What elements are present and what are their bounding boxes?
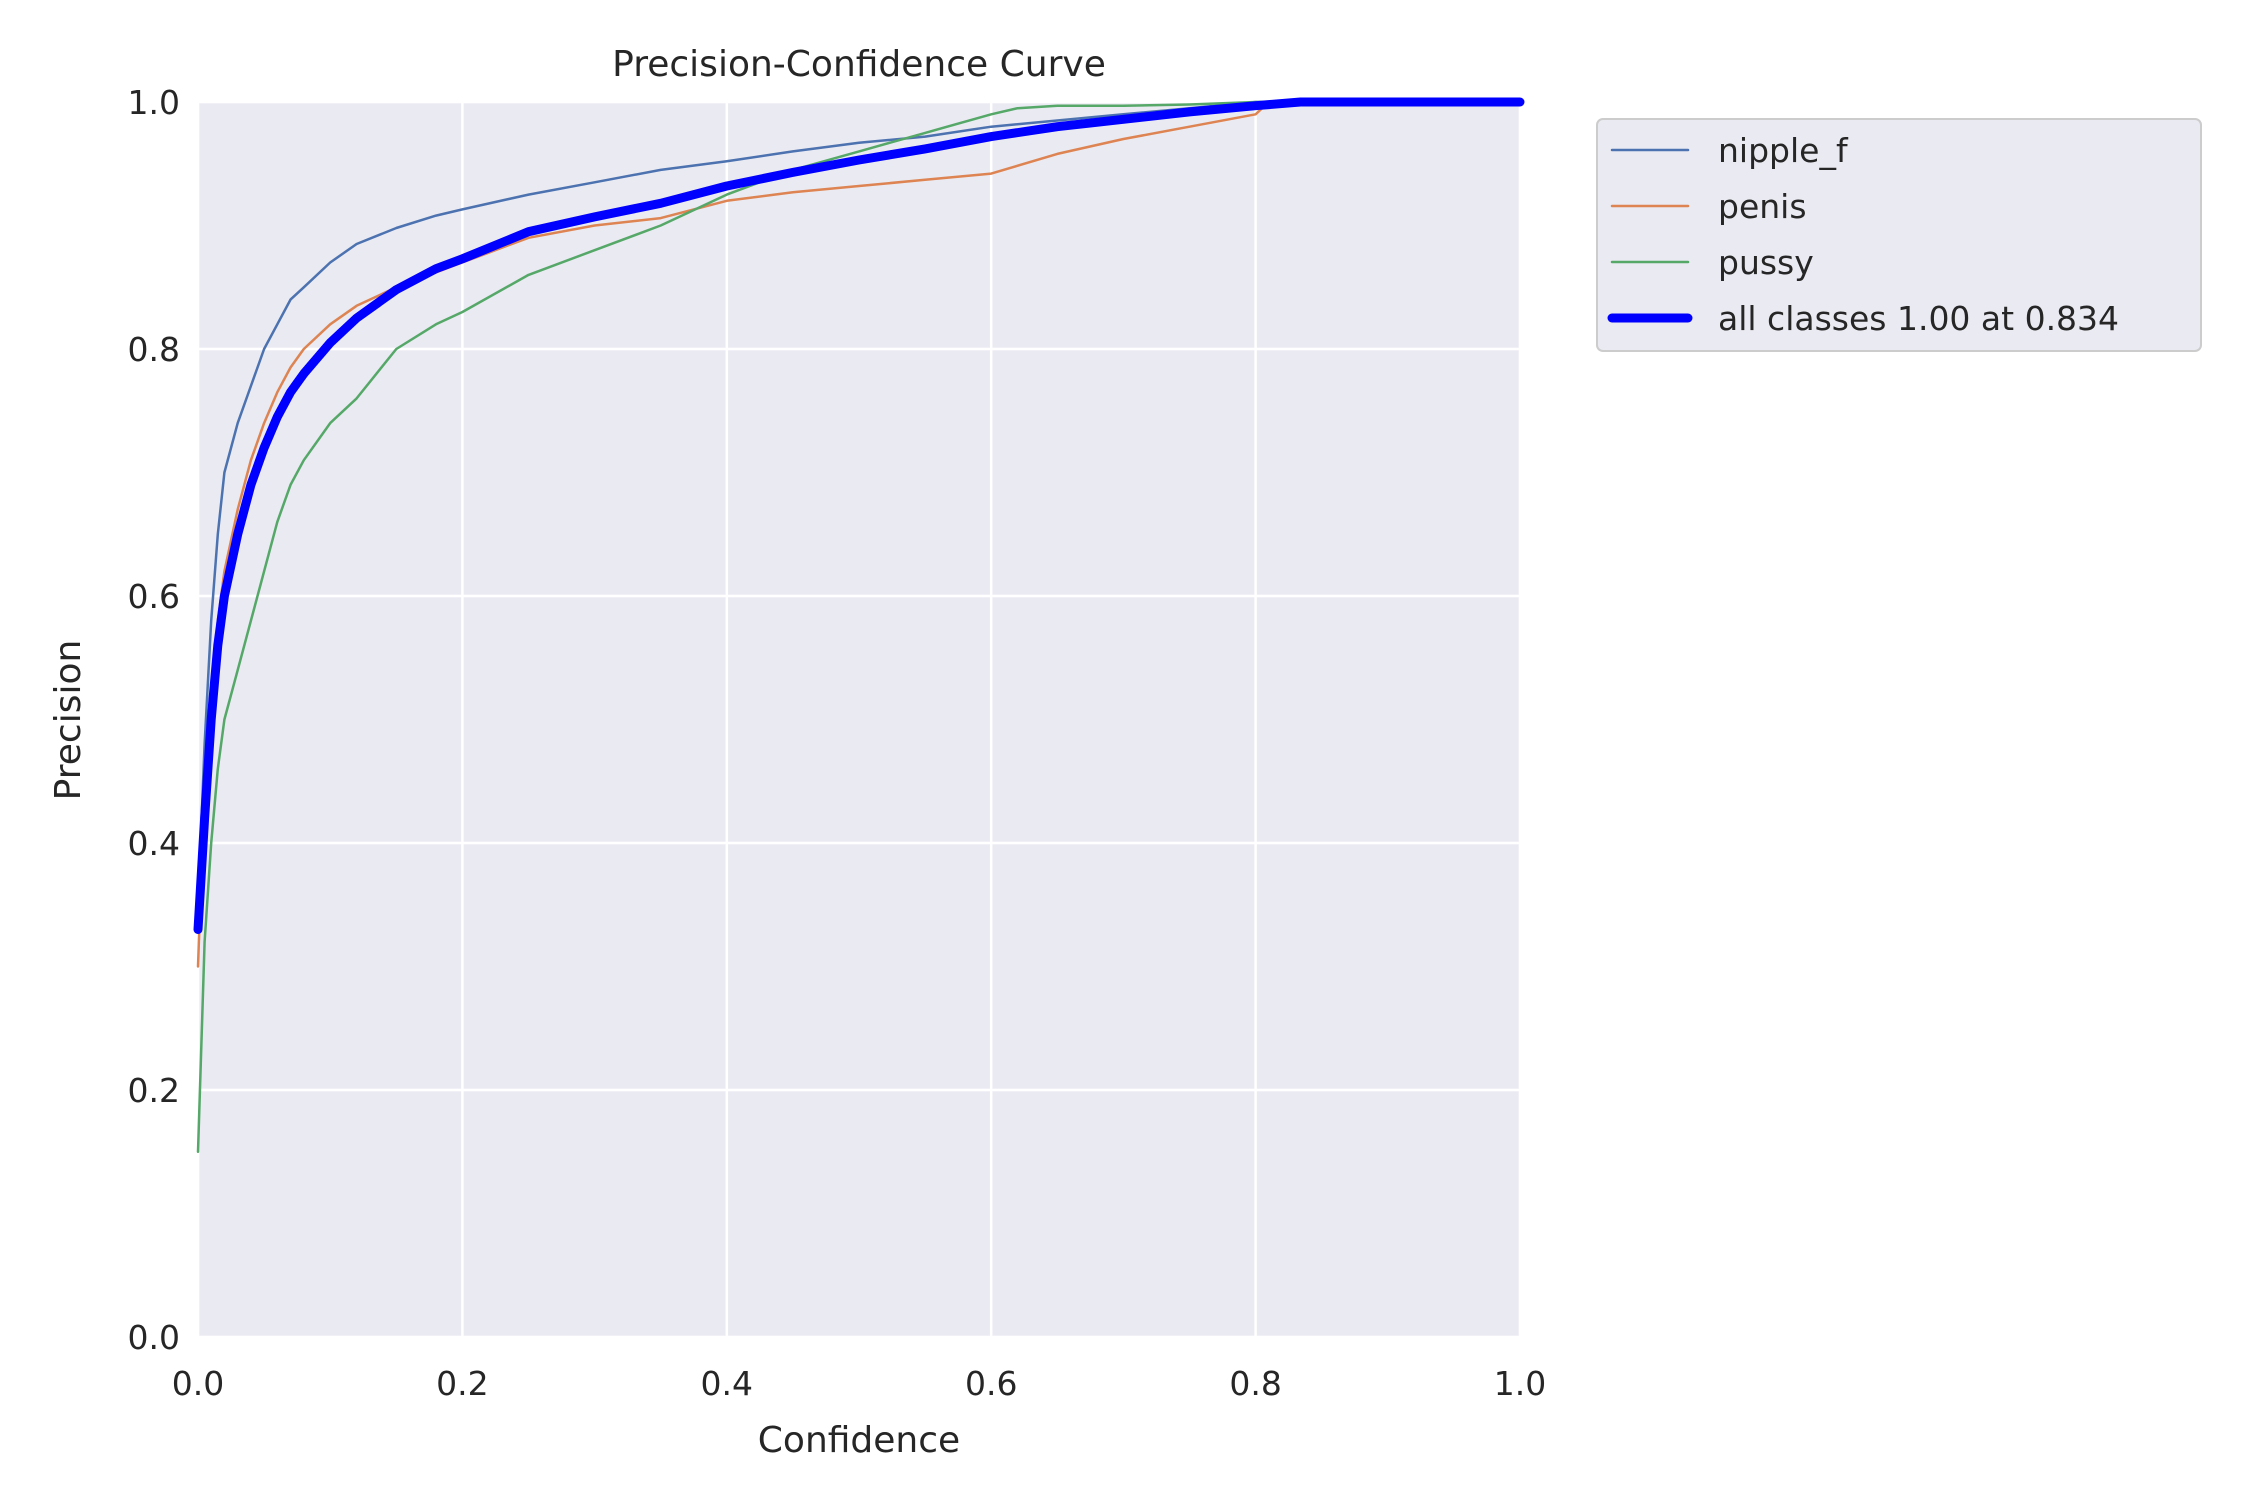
legend-label: pussy — [1718, 243, 1814, 282]
x-tick-labels: 0.0 0.2 0.4 0.6 0.8 1.0 — [172, 1364, 1546, 1403]
x-tick-label: 0.4 — [701, 1364, 753, 1403]
legend-label: penis — [1718, 187, 1807, 226]
x-tick-label: 1.0 — [1494, 1364, 1546, 1403]
legend-label: all classes 1.00 at 0.834 — [1718, 299, 2119, 338]
x-axis-label: Confidence — [758, 1420, 960, 1461]
series-layer — [193, 97, 1525, 1154]
y-axis-label: Precision — [48, 640, 89, 801]
plot-area — [198, 102, 1520, 1337]
y-tick-label: 0.0 — [128, 1318, 180, 1357]
x-tick-label: 0.0 — [172, 1364, 224, 1403]
x-tick-label: 0.6 — [965, 1364, 1017, 1403]
y-tick-label: 1.0 — [128, 83, 180, 122]
y-tick-labels: 0.0 0.2 0.4 0.6 0.8 1.0 — [128, 83, 180, 1357]
y-tick-label: 0.6 — [128, 577, 180, 616]
chart-title: Precision-Confidence Curve — [612, 44, 1106, 85]
grid-lines — [196, 100, 1522, 1339]
legend-box — [1596, 118, 2202, 352]
legend-label: nipple_f — [1718, 131, 1849, 170]
series-line-all-classes-1-00-at-0-834 — [193, 97, 1525, 934]
x-tick-label: 0.8 — [1229, 1364, 1281, 1403]
y-tick-label: 0.4 — [128, 824, 180, 863]
y-tick-label: 0.2 — [128, 1071, 180, 1110]
series-line-pussy — [196, 100, 1522, 1154]
y-tick-label: 0.8 — [128, 330, 180, 369]
x-tick-label: 0.2 — [436, 1364, 488, 1403]
